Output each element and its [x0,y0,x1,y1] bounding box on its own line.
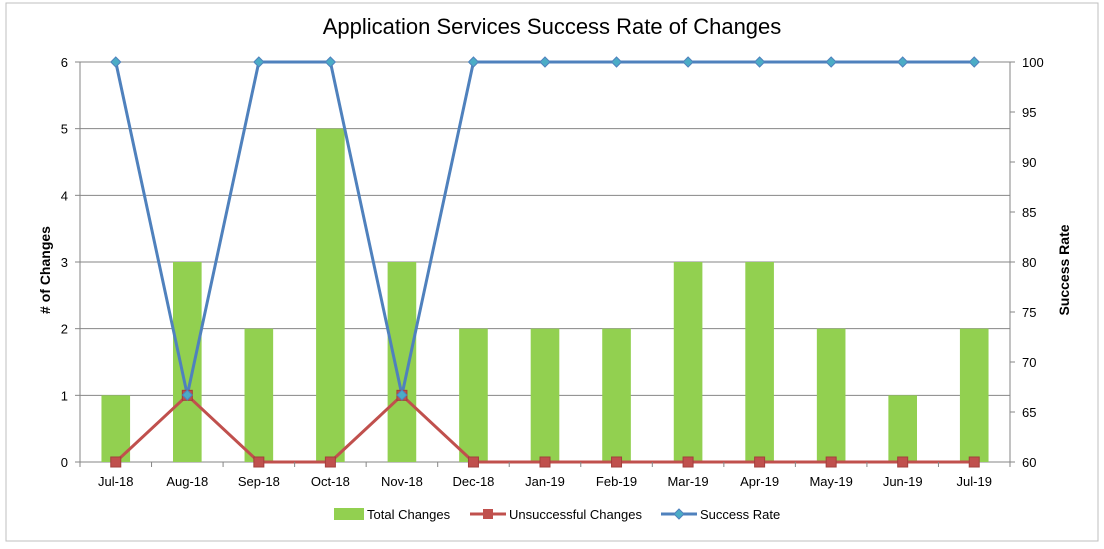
marker-unsuccessful-changes [253,456,265,468]
y-axis-ticks: 0 1 2 3 4 5 6 [61,55,80,470]
y2-tick-label: 65 [1022,405,1036,420]
x-tick-label: Oct-18 [311,474,350,489]
bar-total-changes [530,328,560,462]
legend-marker-success-rate [673,508,685,520]
bar-total-changes [173,262,202,462]
x-tick-label: Jul-18 [98,474,133,489]
y2-tick-label: 95 [1022,105,1036,120]
bars-total-changes [101,128,989,462]
marker-success-rate [253,56,265,68]
marker-success-rate [181,389,194,401]
marker-success-rate [825,56,837,68]
x-tick-label: Aug-18 [166,474,208,489]
marker-unsuccessful-changes [754,456,766,468]
marker-success-rate [896,56,909,68]
marker-success-rate [610,56,623,68]
legend-label-unsuccessful-changes: Unsuccessful Changes [509,507,642,522]
y2-axis-label: Success Rate [1056,224,1072,315]
y2-tick-label: 90 [1022,155,1036,170]
x-tick-label: Dec-18 [453,474,495,489]
marker-unsuccessful-changes [467,456,479,468]
y2-tick-label: 75 [1022,305,1036,320]
bar-total-changes [244,328,274,462]
y2-tick-label: 80 [1022,255,1036,270]
y2-tick-label: 85 [1022,205,1036,220]
y-tick-label: 3 [61,255,68,270]
marker-unsuccessful-changes [539,456,551,468]
bar-total-changes [602,328,631,462]
series-lines [110,56,980,468]
y-tick-label: 5 [61,122,68,137]
marker-success-rate [753,56,766,68]
chart-title: Application Services Success Rate of Cha… [323,14,782,39]
legend-marker-unsuccessful-changes [483,509,493,519]
y2-tick-label: 100 [1022,55,1044,70]
x-tick-label: May-19 [809,474,852,489]
y-tick-label: 0 [61,455,68,470]
y-tick-label: 6 [61,55,68,70]
marker-unsuccessful-changes [825,456,837,468]
bar-total-changes [745,262,774,462]
marker-success-rate [396,389,408,401]
x-tick-label: Feb-19 [596,474,637,489]
legend-swatch-total-changes [334,508,364,520]
x-axis-ticks: Jul-18 Aug-18 Sep-18 Oct-18 Nov-18 Dec-18 Jan-… [79,462,1011,489]
bar-total-changes [816,328,846,462]
legend-label-total-changes: Total Changes [367,507,451,522]
marker-unsuccessful-changes [611,456,623,468]
y2-tick-label: 70 [1022,355,1036,370]
legend: Total Changes Unsuccessful Changes Success… [334,507,780,522]
x-tick-label: Apr-19 [740,474,779,489]
marker-success-rate [682,56,694,68]
y2-tick-label: 60 [1022,455,1036,470]
marker-unsuccessful-changes [682,456,694,468]
x-tick-label: Jun-19 [883,474,923,489]
bar-total-changes [316,128,345,462]
marker-success-rate [110,56,122,68]
x-tick-label: Nov-18 [381,474,423,489]
x-tick-label: Jul-19 [957,474,992,489]
marker-unsuccessful-changes [324,456,336,468]
x-tick-label: Jan-19 [525,474,565,489]
bar-total-changes [959,328,989,462]
legend-label-success-rate: Success Rate [700,507,780,522]
x-tick-label: Sep-18 [238,474,280,489]
y-tick-label: 2 [61,322,68,337]
marker-unsuccessful-changes [110,456,122,468]
y2-axis-ticks: 60 65 70 75 80 85 90 95 100 [1010,55,1044,470]
bar-total-changes [673,262,703,462]
bar-total-changes [459,328,488,462]
marker-success-rate [324,56,337,68]
bar-total-changes [101,395,131,462]
marker-unsuccessful-changes [897,456,909,468]
bar-total-changes [888,395,917,462]
y-tick-label: 4 [61,188,68,203]
marker-success-rate [968,56,980,68]
y-tick-label: 1 [61,388,68,403]
marker-success-rate [539,56,551,68]
marker-success-rate [467,56,480,68]
bar-total-changes [387,262,417,462]
marker-unsuccessful-changes [968,456,980,468]
x-tick-label: Mar-19 [667,474,708,489]
y-axis-label: # of Changes [37,226,53,314]
